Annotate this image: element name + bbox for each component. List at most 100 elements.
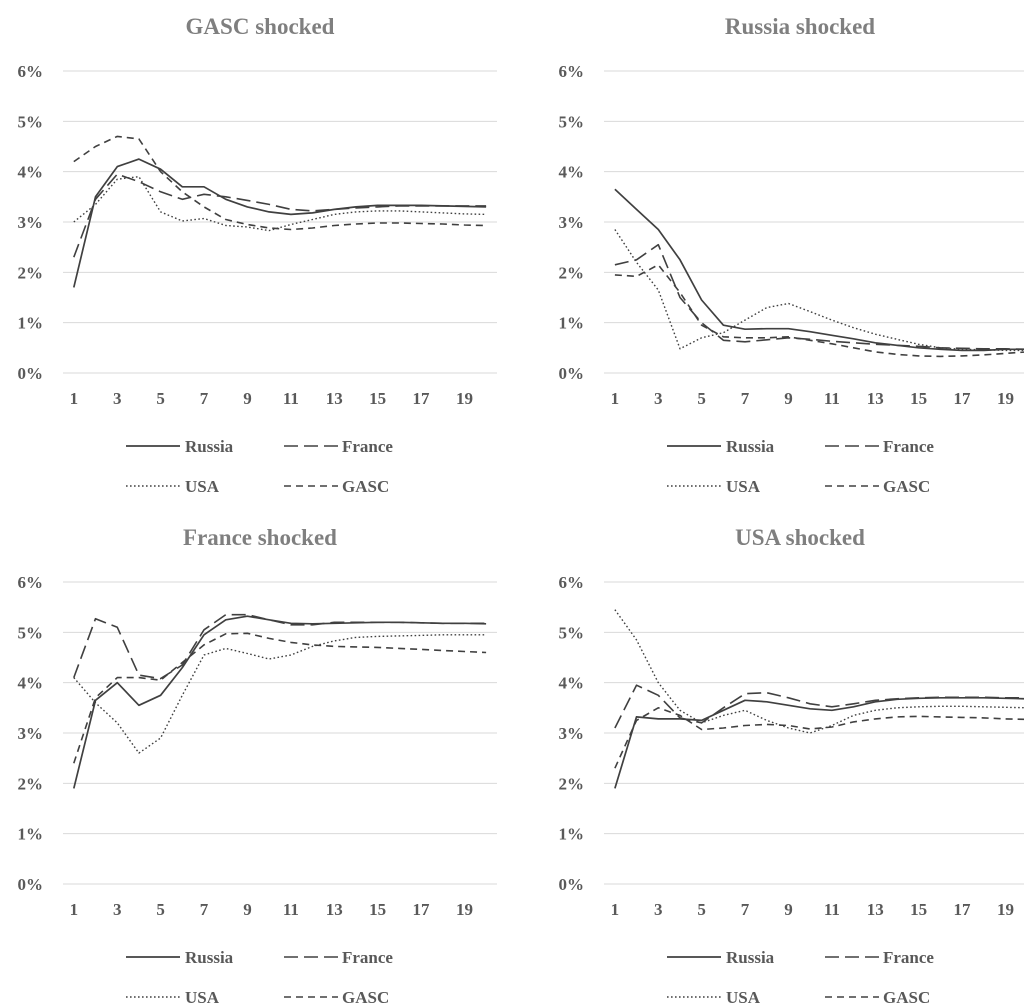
y-tick-label: 5% <box>559 112 585 131</box>
x-tick-label: 15 <box>369 389 386 408</box>
x-tick-label: 3 <box>113 389 122 408</box>
x-tick-label: 17 <box>413 389 431 408</box>
y-tick-label: 0% <box>559 875 585 894</box>
series-line-france <box>614 243 1024 351</box>
y-tick-label: 6% <box>18 573 44 592</box>
series-line-russia <box>614 696 1024 789</box>
y-tick-label: 6% <box>18 62 44 81</box>
chart-title: USA shocked <box>735 525 865 550</box>
chart-title: France shocked <box>183 525 337 550</box>
series-line-france <box>73 173 487 258</box>
y-tick-label: 2% <box>559 263 585 282</box>
x-tick-label: 17 <box>954 389 972 408</box>
x-tick-label: 15 <box>910 389 927 408</box>
y-tick-label: 6% <box>559 573 585 592</box>
series-line-gasc <box>73 135 487 231</box>
legend-label: France <box>883 437 934 456</box>
legend-label: France <box>342 437 393 456</box>
x-tick-label: 19 <box>456 389 473 408</box>
legend-label: USA <box>185 988 220 1007</box>
series-line-usa <box>73 634 487 754</box>
x-tick-label: 15 <box>369 900 386 919</box>
x-tick-label: 5 <box>156 900 165 919</box>
legend-label: Russia <box>726 437 775 456</box>
x-tick-label: 13 <box>867 900 884 919</box>
y-tick-label: 5% <box>559 623 585 642</box>
legend-label: Russia <box>185 437 234 456</box>
legend-label: USA <box>185 477 220 496</box>
x-tick-label: 9 <box>784 900 793 919</box>
y-tick-label: 2% <box>559 774 585 793</box>
x-tick-label: 3 <box>654 389 663 408</box>
series-line-russia <box>614 188 1024 352</box>
y-tick-label: 0% <box>559 364 585 383</box>
x-tick-label: 7 <box>741 389 750 408</box>
series-line-france <box>73 613 487 680</box>
x-tick-label: 13 <box>326 900 343 919</box>
x-tick-label: 7 <box>200 900 209 919</box>
y-tick-label: 1% <box>559 825 585 844</box>
x-tick-label: 19 <box>997 900 1014 919</box>
y-tick-label: 4% <box>18 163 44 182</box>
series-line-gasc <box>614 706 1024 769</box>
legend-label: GASC <box>883 988 930 1007</box>
y-tick-label: 2% <box>18 774 44 793</box>
chart-title: GASC shocked <box>186 14 335 39</box>
legend-label: GASC <box>342 477 389 496</box>
legend-label: Russia <box>726 948 775 967</box>
y-tick-label: 3% <box>18 724 44 743</box>
legend-label: France <box>883 948 934 967</box>
y-tick-label: 4% <box>559 674 585 693</box>
legend-label: GASC <box>342 988 389 1007</box>
y-tick-label: 5% <box>18 112 44 131</box>
x-tick-label: 1 <box>611 900 620 919</box>
y-tick-label: 4% <box>18 674 44 693</box>
x-tick-label: 3 <box>654 900 663 919</box>
x-tick-label: 5 <box>697 900 706 919</box>
x-tick-label: 1 <box>70 900 79 919</box>
series-line-usa <box>614 609 1024 734</box>
x-tick-label: 9 <box>243 389 252 408</box>
x-tick-label: 9 <box>243 900 252 919</box>
legend-label: Russia <box>185 948 234 967</box>
series-line-france <box>614 684 1024 729</box>
y-tick-label: 6% <box>559 62 585 81</box>
legend-label: France <box>342 948 393 967</box>
x-tick-label: 13 <box>867 389 884 408</box>
x-tick-label: 13 <box>326 389 343 408</box>
x-tick-label: 19 <box>997 389 1014 408</box>
x-tick-label: 11 <box>283 389 299 408</box>
y-tick-label: 0% <box>18 364 44 383</box>
x-tick-label: 7 <box>200 389 209 408</box>
x-tick-label: 7 <box>741 900 750 919</box>
x-tick-label: 11 <box>824 389 840 408</box>
x-tick-label: 5 <box>697 389 706 408</box>
chart-title: Russia shocked <box>725 14 875 39</box>
series-line-usa <box>614 229 1024 352</box>
x-tick-label: 9 <box>784 389 793 408</box>
series-line-gasc <box>614 263 1024 358</box>
y-tick-label: 3% <box>559 724 585 743</box>
series-line-russia <box>72 615 487 789</box>
series-line-russia <box>72 158 487 288</box>
series-line-gasc <box>73 632 487 764</box>
x-tick-label: 19 <box>456 900 473 919</box>
x-tick-label: 17 <box>954 900 972 919</box>
y-tick-label: 2% <box>18 263 44 282</box>
legend-label: GASC <box>883 477 930 496</box>
legend-label: USA <box>726 988 761 1007</box>
x-tick-label: 17 <box>413 900 431 919</box>
x-tick-label: 11 <box>824 900 840 919</box>
y-tick-label: 3% <box>18 213 44 232</box>
legend-label: USA <box>726 477 761 496</box>
x-tick-label: 15 <box>910 900 927 919</box>
y-tick-label: 5% <box>18 623 44 642</box>
y-tick-label: 1% <box>18 825 44 844</box>
x-tick-label: 3 <box>113 900 122 919</box>
x-tick-label: 1 <box>70 389 79 408</box>
